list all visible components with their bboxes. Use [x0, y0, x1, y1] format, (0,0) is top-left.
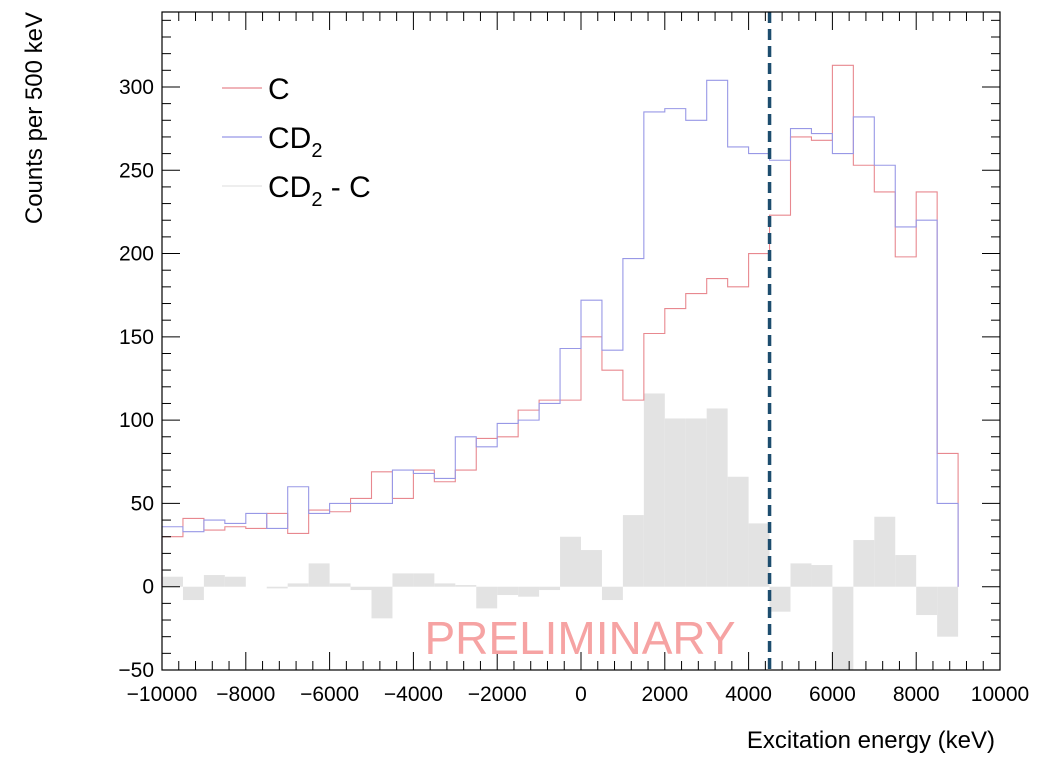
diff-bin-7 [308, 563, 330, 587]
series-line-cd2 [161, 79, 959, 587]
x-tick-labels: −10000 −8000 −6000 −4000 −2000 0 2000 4000 6000 8… [127, 683, 1030, 706]
diff-bin-25 [685, 418, 707, 587]
diff-bin-11 [392, 573, 414, 587]
axis-ticks-layer [161, 12, 1001, 671]
diff-bin-35 [895, 555, 917, 587]
diff-bin-27 [727, 476, 749, 587]
histogram-lines-layer [161, 64, 959, 587]
y-tick-label: 0 [142, 576, 154, 599]
legend: C CD2 CD2 - C [222, 73, 371, 211]
x-tick-label: −8000 [216, 683, 275, 706]
diff-bin-1 [182, 586, 204, 601]
difference-fill-layer [162, 393, 959, 670]
diff-bin-2 [203, 575, 225, 587]
preliminary-watermark: PRELIMINARY [424, 612, 735, 664]
y-tick-labels: −50 0 50 100 150 200 250 300 [118, 76, 154, 682]
diff-bin-18 [539, 586, 561, 591]
diff-bin-23 [643, 393, 665, 587]
x-tick-label: −10000 [127, 683, 198, 706]
diff-bin-19 [560, 536, 581, 587]
legend-label-c: C [268, 73, 290, 106]
diff-bin-21 [601, 586, 623, 601]
legend-label-cd2: CD2 [268, 122, 322, 162]
x-tick-label: 0 [575, 683, 587, 706]
y-tick-label: 150 [119, 326, 154, 349]
legend-subscript-diff: 2 [311, 189, 322, 211]
diff-bin-26 [706, 408, 728, 587]
diff-bin-3 [224, 576, 246, 587]
diff-bin-13 [434, 583, 456, 587]
diff-bin-36 [916, 586, 938, 616]
diff-bin-6 [287, 583, 309, 587]
diff-bin-9 [350, 586, 372, 591]
diff-bin-20 [581, 550, 602, 587]
y-tick-label: −50 [118, 659, 154, 682]
y-axis-title: Counts per 500 keV [21, 12, 48, 224]
y-tick-label: 200 [119, 243, 154, 266]
x-tick-label: −6000 [300, 683, 359, 706]
y-tick-label: 250 [119, 159, 154, 182]
diff-bin-16 [497, 586, 519, 596]
diff-bin-15 [476, 586, 498, 609]
x-axis-title: Excitation energy (keV) [747, 727, 995, 754]
diff-bin-31 [811, 565, 833, 587]
diff-bin-30 [790, 563, 812, 587]
diff-bin-32 [832, 586, 854, 670]
y-tick-label: 300 [119, 76, 154, 99]
diff-bin-29 [769, 586, 791, 612]
x-tick-label: 8000 [893, 683, 940, 706]
diff-bin-8 [329, 583, 351, 587]
x-tick-label: 2000 [641, 683, 688, 706]
diff-bin-14 [455, 585, 477, 587]
x-tick-label: 10000 [971, 683, 1029, 706]
legend-label-cd2-minus-c: CD2 - C [268, 171, 371, 211]
x-tick-label: 4000 [725, 683, 772, 706]
diff-bin-33 [853, 540, 875, 587]
diff-bin-34 [874, 516, 896, 587]
y-tick-label: 100 [119, 409, 154, 432]
diff-bin-28 [748, 523, 770, 587]
x-tick-label: 6000 [809, 683, 856, 706]
diff-bin-37 [937, 586, 959, 637]
diff-bin-24 [664, 418, 686, 587]
diff-bin-17 [518, 586, 540, 597]
diff-bin-10 [371, 586, 393, 619]
x-tick-label: −2000 [468, 683, 527, 706]
diff-bin-5 [266, 586, 288, 589]
diff-bin-12 [413, 573, 435, 587]
diff-bin-0 [162, 576, 183, 587]
diff-bin-22 [622, 515, 644, 587]
legend-subscript-cd2: 2 [311, 140, 322, 162]
y-tick-label: 50 [131, 492, 154, 515]
x-tick-label: −4000 [384, 683, 443, 706]
